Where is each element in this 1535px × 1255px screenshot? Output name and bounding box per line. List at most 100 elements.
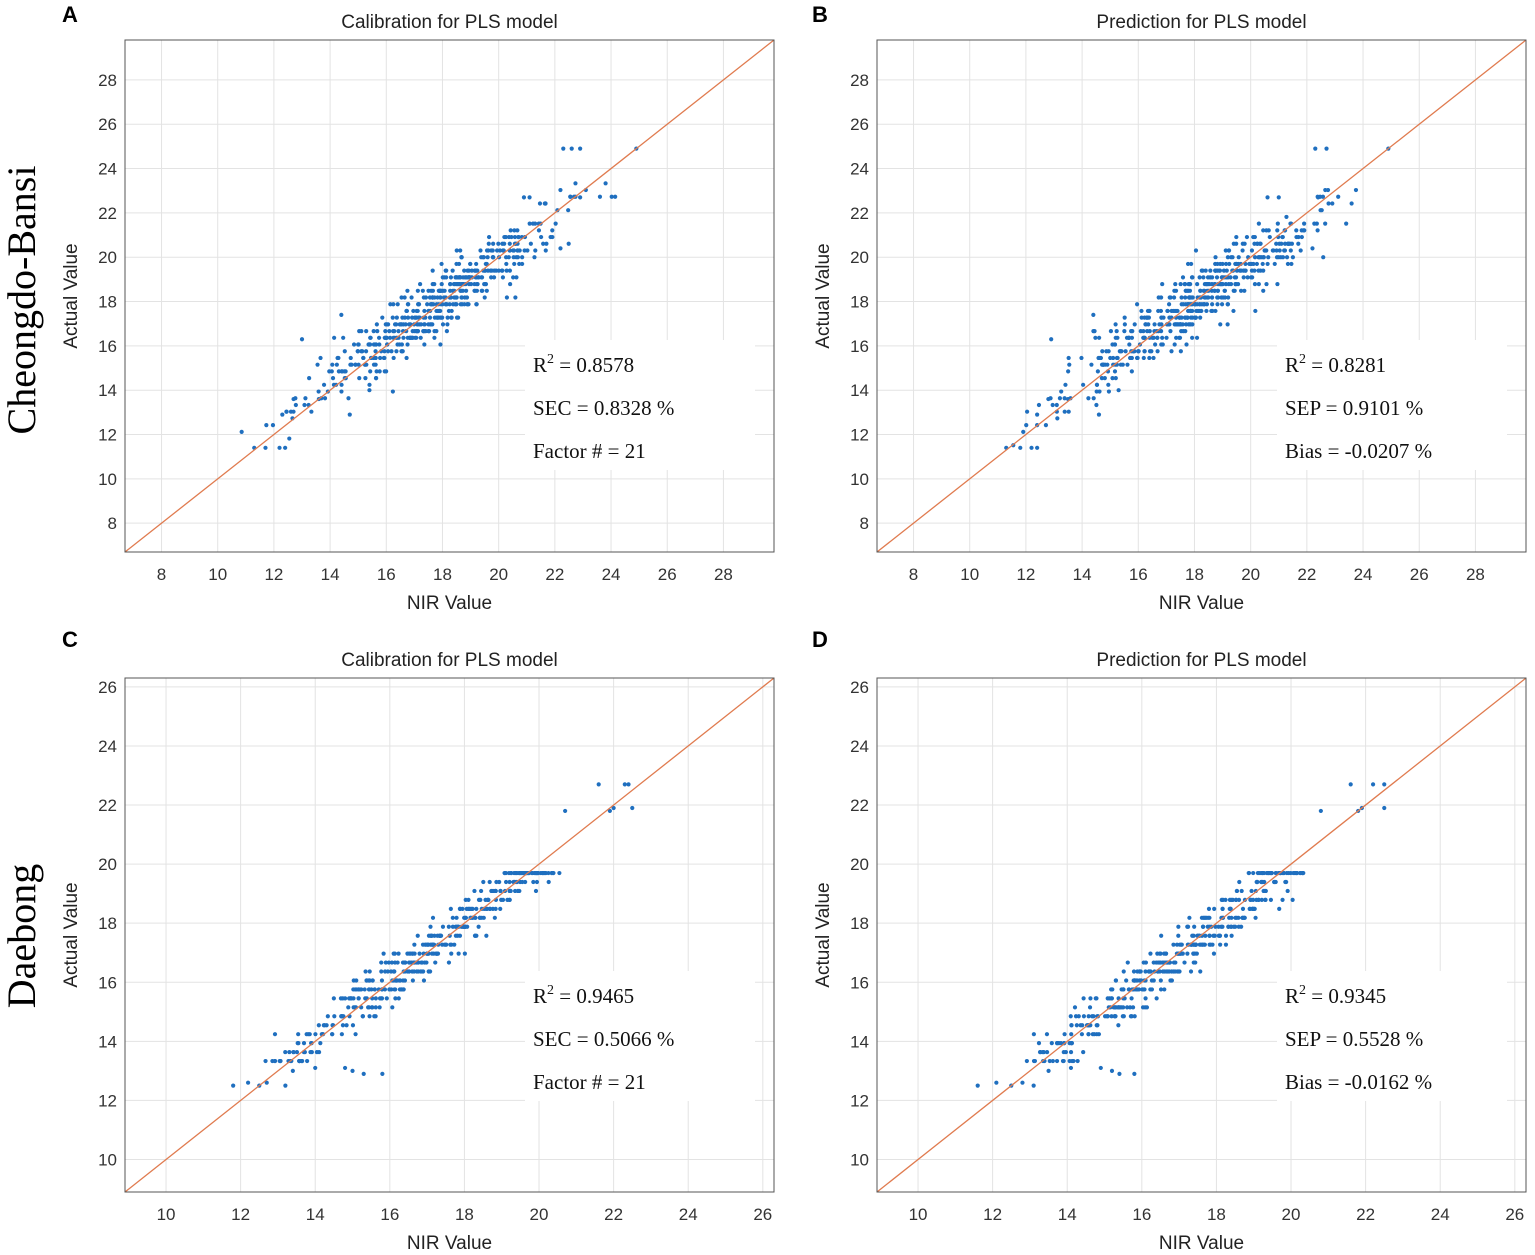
- data-point: [1252, 241, 1257, 246]
- data-point: [299, 337, 305, 342]
- data-point: [1112, 1014, 1117, 1019]
- data-point: [1146, 315, 1152, 320]
- data-point: [1251, 261, 1256, 267]
- data-point: [1216, 933, 1221, 938]
- data-point: [479, 275, 485, 280]
- data-point: [1225, 255, 1230, 260]
- data-point: [1198, 315, 1203, 320]
- data-point: [1179, 315, 1184, 320]
- data-point: [1113, 376, 1118, 381]
- x-tick-label: 20: [489, 565, 508, 584]
- data-point: [609, 194, 614, 199]
- data-point: [1268, 897, 1274, 903]
- data-point: [496, 241, 501, 246]
- data-point: [1226, 281, 1231, 287]
- data-point: [454, 275, 459, 280]
- data-point: [515, 228, 520, 233]
- data-point: [380, 315, 385, 320]
- data-point: [377, 369, 382, 374]
- data-point: [464, 295, 470, 300]
- data-point: [1217, 268, 1222, 273]
- data-point: [521, 870, 526, 876]
- data-point: [1259, 879, 1264, 885]
- data-point: [313, 1032, 318, 1037]
- data-point: [474, 281, 480, 287]
- data-point: [315, 362, 320, 367]
- data-point: [1141, 355, 1146, 361]
- data-point: [391, 355, 396, 361]
- data-point: [430, 915, 436, 920]
- data-point: [1202, 302, 1207, 307]
- panel-letter-d: D: [812, 627, 828, 652]
- data-point: [448, 906, 453, 911]
- data-point: [1139, 315, 1144, 320]
- data-point: [1234, 261, 1239, 267]
- data-point: [362, 987, 367, 992]
- data-point: [1148, 969, 1153, 974]
- data-point: [1285, 888, 1290, 894]
- data-point: [283, 1049, 288, 1055]
- data-point: [1116, 1023, 1121, 1028]
- data-point: [421, 295, 426, 300]
- data-point: [1069, 1023, 1074, 1028]
- data-point: [573, 181, 578, 186]
- data-point: [367, 342, 372, 347]
- data-point: [499, 268, 505, 273]
- data-point: [1036, 1041, 1042, 1046]
- data-point: [409, 295, 414, 300]
- stat-line: R2 = 0.8281: [1285, 352, 1386, 377]
- data-point: [412, 315, 418, 320]
- data-point: [1312, 221, 1317, 226]
- data-point: [418, 281, 423, 287]
- y-tick-label: 14: [98, 381, 117, 400]
- data-point: [412, 328, 417, 334]
- data-point: [1223, 897, 1228, 903]
- data-point: [457, 281, 462, 287]
- data-point: [439, 261, 444, 267]
- data-point: [1155, 951, 1160, 956]
- y-tick-label: 10: [850, 470, 869, 489]
- data-point: [1119, 1005, 1124, 1010]
- data-point: [1093, 996, 1098, 1001]
- data-point: [1222, 288, 1228, 293]
- data-point: [503, 879, 509, 885]
- y-tick-label: 18: [98, 914, 117, 933]
- data-point: [533, 888, 539, 894]
- data-point: [1129, 996, 1134, 1001]
- data-point: [611, 805, 616, 811]
- data-point: [339, 389, 344, 394]
- data-point: [1125, 362, 1130, 367]
- data-point: [463, 897, 468, 903]
- data-point: [1299, 234, 1304, 240]
- data-point: [1348, 782, 1353, 787]
- data-point: [389, 349, 394, 354]
- x-tick-label: 16: [1132, 1205, 1151, 1224]
- data-point: [1256, 268, 1261, 273]
- y-tick-label: 22: [98, 796, 117, 815]
- data-point: [1074, 1023, 1079, 1028]
- data-point: [1104, 349, 1109, 354]
- stat-line: Factor # = 21: [533, 1070, 646, 1094]
- data-point: [1234, 241, 1239, 246]
- data-point: [508, 888, 513, 894]
- data-point: [379, 978, 385, 983]
- data-point: [1242, 915, 1247, 920]
- data-point: [506, 870, 512, 876]
- data-point: [420, 288, 425, 293]
- data-point: [1240, 248, 1245, 253]
- data-point: [1110, 376, 1115, 381]
- stat-line: R2 = 0.9345: [1285, 983, 1386, 1008]
- data-point: [1147, 328, 1152, 334]
- data-point: [379, 996, 385, 1001]
- data-point: [454, 315, 460, 320]
- data-point: [410, 978, 415, 983]
- data-point: [1174, 335, 1179, 340]
- data-point: [1149, 349, 1154, 354]
- data-point: [1318, 808, 1323, 814]
- data-point: [491, 275, 497, 280]
- data-point: [472, 888, 477, 894]
- data-point: [496, 268, 501, 273]
- data-point: [280, 412, 285, 417]
- data-point: [1275, 281, 1280, 287]
- data-point: [1370, 782, 1376, 787]
